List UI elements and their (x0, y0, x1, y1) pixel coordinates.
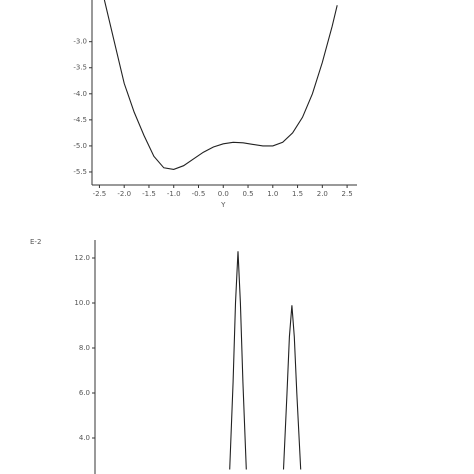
data-line (103, 0, 338, 170)
y-tick-label: -5.5 (73, 168, 87, 176)
data-line (229, 251, 302, 470)
y-tick-label: 10.0 (74, 299, 90, 307)
y-tick-label: 4.0 (79, 434, 90, 442)
x-axis-label: Y (220, 201, 226, 209)
y-tick-label: -3.0 (73, 38, 87, 46)
x-tick-label: -1.5 (142, 190, 156, 198)
y-tick-label: 8.0 (79, 344, 90, 352)
x-tick-label: -2.5 (93, 190, 107, 198)
x-tick-label: -2.0 (117, 190, 131, 198)
x-tick-label: 0.0 (218, 190, 229, 198)
x-tick-label: 2.0 (317, 190, 328, 198)
x-tick-label: 1.0 (267, 190, 278, 198)
x-tick-label: 1.5 (292, 190, 303, 198)
y-tick-label: -3.5 (73, 64, 87, 72)
y-tick-label: -4.0 (73, 90, 87, 98)
x-tick-label: 0.5 (242, 190, 253, 198)
x-tick-label: 2.5 (342, 190, 353, 198)
y-tick-label: 12.0 (74, 254, 90, 262)
axis-exponent: E-2 (30, 238, 41, 246)
x-tick-label: -0.5 (192, 190, 206, 198)
y-tick-label: 6.0 (79, 389, 90, 397)
x-tick-label: -1.0 (167, 190, 181, 198)
y-tick-label: -4.5 (73, 116, 87, 124)
y-tick-label: -5.0 (73, 142, 87, 150)
